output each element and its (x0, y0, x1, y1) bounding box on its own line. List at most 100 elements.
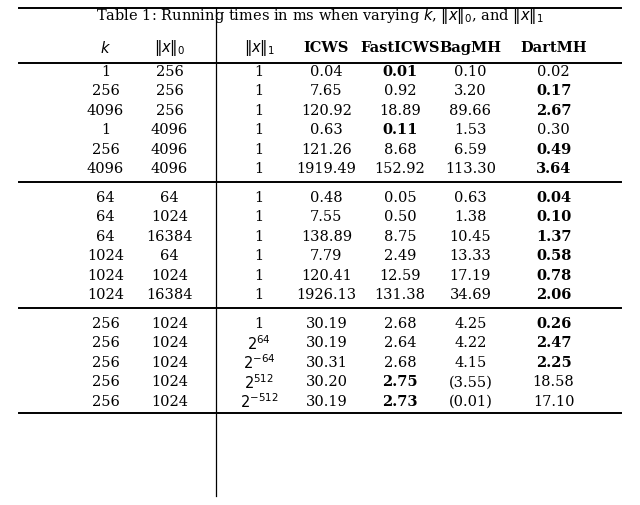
Text: 1024: 1024 (151, 355, 188, 369)
Text: 0.02: 0.02 (538, 65, 570, 79)
Text: 34.69: 34.69 (449, 288, 492, 301)
Text: (0.01): (0.01) (449, 394, 492, 408)
Text: 0.49: 0.49 (536, 142, 572, 157)
Text: 2.67: 2.67 (536, 104, 572, 118)
Text: 8.75: 8.75 (384, 229, 416, 243)
Text: $2^{64}$: $2^{64}$ (247, 333, 271, 352)
Text: 152.92: 152.92 (374, 162, 426, 176)
Text: 1: 1 (255, 268, 264, 282)
Text: 256: 256 (156, 84, 184, 98)
Text: 0.63: 0.63 (454, 190, 487, 205)
Text: 17.19: 17.19 (450, 268, 491, 282)
Text: 1024: 1024 (151, 336, 188, 349)
Text: 64: 64 (160, 190, 179, 205)
Text: 1: 1 (255, 104, 264, 118)
Text: 0.78: 0.78 (536, 268, 572, 282)
Text: 0.11: 0.11 (382, 123, 418, 137)
Text: 1: 1 (255, 190, 264, 205)
Text: 2.73: 2.73 (382, 394, 418, 408)
Text: 89.66: 89.66 (449, 104, 492, 118)
Text: 2.49: 2.49 (384, 249, 416, 263)
Text: Table 1: Running times in ms when varying $k$, $\|x\|_0$, and $\|x\|_1$: Table 1: Running times in ms when varyin… (96, 6, 544, 26)
Text: 0.50: 0.50 (384, 210, 416, 224)
Text: 1024: 1024 (151, 268, 188, 282)
Text: 1: 1 (255, 316, 264, 330)
Text: 4.25: 4.25 (454, 316, 486, 330)
Text: 1.53: 1.53 (454, 123, 486, 137)
Text: 120.92: 120.92 (301, 104, 352, 118)
Text: 30.19: 30.19 (305, 316, 348, 330)
Text: 12.59: 12.59 (380, 268, 420, 282)
Text: 0.10: 0.10 (536, 210, 572, 224)
Text: 0.05: 0.05 (384, 190, 416, 205)
Text: 256: 256 (92, 142, 120, 157)
Text: 1: 1 (255, 142, 264, 157)
Text: 4096: 4096 (151, 123, 188, 137)
Text: 1024: 1024 (87, 268, 124, 282)
Text: 256: 256 (156, 104, 184, 118)
Text: 0.04: 0.04 (536, 190, 571, 205)
Text: 2.64: 2.64 (384, 336, 416, 349)
Text: $2^{-512}$: $2^{-512}$ (240, 392, 278, 410)
Text: 256: 256 (156, 65, 184, 79)
Text: 1: 1 (255, 162, 264, 176)
Text: 1024: 1024 (151, 210, 188, 224)
Text: 1: 1 (255, 249, 264, 263)
Text: $k$: $k$ (100, 40, 111, 56)
Text: 1: 1 (255, 123, 264, 137)
Text: 17.10: 17.10 (533, 394, 574, 408)
Text: (3.55): (3.55) (449, 375, 492, 388)
Text: FastICWS: FastICWS (360, 41, 440, 55)
Text: 138.89: 138.89 (301, 229, 352, 243)
Text: 0.04: 0.04 (310, 65, 342, 79)
Text: 18.89: 18.89 (379, 104, 421, 118)
Text: 4096: 4096 (151, 162, 188, 176)
Text: 0.63: 0.63 (310, 123, 343, 137)
Text: 30.31: 30.31 (305, 355, 348, 369)
Text: 4096: 4096 (87, 104, 124, 118)
Text: DartMH: DartMH (520, 41, 587, 55)
Text: 256: 256 (92, 355, 120, 369)
Text: 256: 256 (92, 316, 120, 330)
Text: $2^{512}$: $2^{512}$ (244, 372, 274, 391)
Text: 0.92: 0.92 (384, 84, 416, 98)
Text: 2.68: 2.68 (384, 316, 416, 330)
Text: 16384: 16384 (147, 229, 193, 243)
Text: 2.25: 2.25 (536, 355, 572, 369)
Text: 120.41: 120.41 (301, 268, 352, 282)
Text: 1024: 1024 (151, 375, 188, 388)
Text: 2.47: 2.47 (536, 336, 572, 349)
Text: 1: 1 (255, 229, 264, 243)
Text: 30.19: 30.19 (305, 336, 348, 349)
Text: 4096: 4096 (151, 142, 188, 157)
Text: 1: 1 (255, 65, 264, 79)
Text: 10.45: 10.45 (449, 229, 492, 243)
Text: $2^{-64}$: $2^{-64}$ (243, 353, 275, 371)
Text: 1024: 1024 (151, 316, 188, 330)
Text: 64: 64 (160, 249, 179, 263)
Text: 1.37: 1.37 (536, 229, 572, 243)
Text: 1024: 1024 (151, 394, 188, 408)
Text: 1024: 1024 (87, 288, 124, 301)
Text: 3.64: 3.64 (536, 162, 572, 176)
Text: 131.38: 131.38 (374, 288, 426, 301)
Text: 16384: 16384 (147, 288, 193, 301)
Text: 7.65: 7.65 (310, 84, 342, 98)
Text: 1919.49: 1919.49 (296, 162, 356, 176)
Text: 13.33: 13.33 (449, 249, 492, 263)
Text: 4096: 4096 (87, 162, 124, 176)
Text: 113.30: 113.30 (445, 162, 496, 176)
Text: 256: 256 (92, 394, 120, 408)
Text: 0.30: 0.30 (537, 123, 570, 137)
Text: 0.58: 0.58 (536, 249, 572, 263)
Text: 7.79: 7.79 (310, 249, 342, 263)
Text: 1024: 1024 (87, 249, 124, 263)
Text: 6.59: 6.59 (454, 142, 486, 157)
Text: 1: 1 (101, 123, 110, 137)
Text: 64: 64 (96, 210, 115, 224)
Text: 3.20: 3.20 (454, 84, 486, 98)
Text: 4.15: 4.15 (454, 355, 486, 369)
Text: BagMH: BagMH (440, 41, 501, 55)
Text: 256: 256 (92, 84, 120, 98)
Text: 64: 64 (96, 229, 115, 243)
